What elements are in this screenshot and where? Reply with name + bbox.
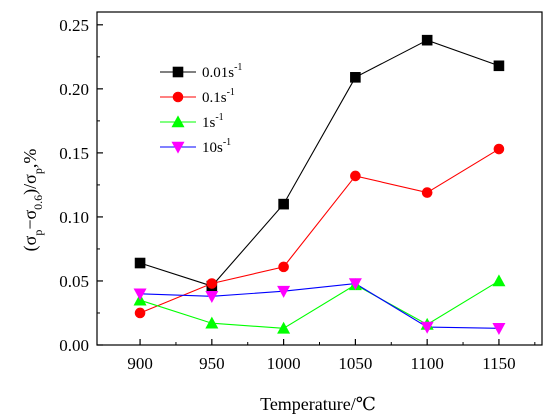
x-tick-label: 1150 <box>482 354 515 373</box>
series-2-point <box>493 143 505 155</box>
series-4-point <box>133 288 147 301</box>
series-1-point <box>134 257 146 269</box>
series-3-point <box>492 274 506 287</box>
series-markers <box>133 34 506 335</box>
series-2-point <box>421 187 433 198</box>
x-tick-labels: 900 950 1000 1050 1100 1150 <box>127 354 515 373</box>
series-line-4 <box>140 282 499 329</box>
axis-ticks <box>97 24 536 346</box>
series-2-point <box>350 170 361 182</box>
series-1-point <box>493 60 505 72</box>
series-2-point <box>134 307 146 319</box>
x-tick-label: 1050 <box>338 354 372 373</box>
series-4-point <box>420 321 434 334</box>
legend: 0.01s-1 0.1s-1 1s-1 10s-1 <box>160 62 242 156</box>
legend-marker <box>171 115 185 128</box>
series-3-point <box>277 321 291 334</box>
legend-marker <box>171 141 185 154</box>
legend-label: 0.1s-1 <box>202 87 235 106</box>
series-lines <box>139 39 500 329</box>
x-tick-label: 1100 <box>410 354 443 373</box>
y-tick-label: 0.00 <box>59 336 89 355</box>
series-1-point <box>278 198 289 210</box>
x-tick-label: 900 <box>127 354 153 373</box>
series-2-point <box>278 261 289 273</box>
legend-label: 0.01s-1 <box>202 62 242 81</box>
series-1-point <box>350 72 361 83</box>
y-tick-label: 0.05 <box>59 272 89 291</box>
y-tick-label: 0.15 <box>59 144 89 163</box>
x-axis-title: Temperature/℃ <box>260 394 376 414</box>
series-2-point <box>206 278 218 289</box>
series-1-point <box>421 34 433 46</box>
y-tick-label: 0.20 <box>59 80 89 99</box>
y-tick-label: 0.10 <box>59 208 89 227</box>
x-tick-label: 950 <box>199 354 225 373</box>
series-4-point <box>205 291 219 303</box>
series-line-1 <box>139 39 500 287</box>
series-3-point <box>205 316 219 329</box>
y-tick-labels: 0.00 0.05 0.10 0.15 0.20 0.25 <box>59 16 89 355</box>
legend-marker <box>172 66 184 78</box>
series-4-point <box>348 278 362 291</box>
legend-label: 10s-1 <box>202 137 231 156</box>
series-4-point <box>277 285 291 298</box>
x-tick-label: 1000 <box>267 354 301 373</box>
series-line-2 <box>139 148 500 314</box>
series-line-3 <box>139 280 500 329</box>
plot-frame <box>96 11 543 346</box>
legend-label: 1s-1 <box>202 112 224 131</box>
series-4-point <box>492 323 506 335</box>
y-tick-label: 0.25 <box>59 16 89 35</box>
legend-marker <box>172 91 184 103</box>
y-axis-title: (σp−σ0.6)/σp,% <box>20 149 45 252</box>
